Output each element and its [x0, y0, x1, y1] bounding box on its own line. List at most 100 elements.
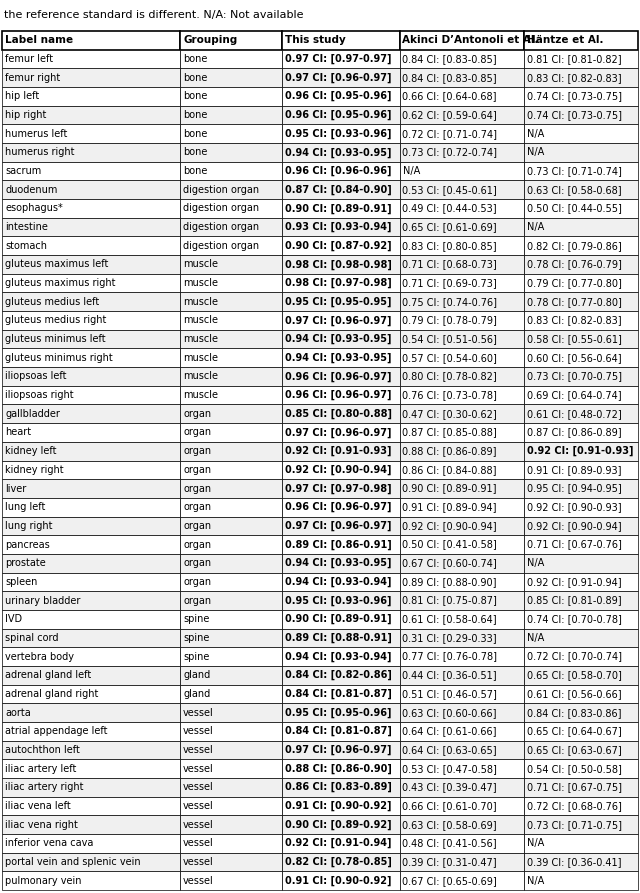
Text: 0.84 CI: [0.83-0.86]: 0.84 CI: [0.83-0.86] [527, 707, 621, 718]
Text: aorta: aorta [5, 707, 31, 718]
Text: muscle: muscle [183, 371, 218, 381]
Text: 0.63 CI: [0.58-0.68]: 0.63 CI: [0.58-0.68] [527, 185, 621, 195]
Bar [399, 853, 524, 872]
Bar [180, 311, 282, 330]
Bar [524, 348, 638, 367]
Bar [180, 237, 282, 255]
Text: 0.39 CI: [0.31-0.47]: 0.39 CI: [0.31-0.47] [403, 857, 497, 867]
Bar [524, 629, 638, 647]
Text: 0.96 CI: [0.96-0.97]: 0.96 CI: [0.96-0.97] [285, 371, 391, 381]
Text: vessel: vessel [183, 726, 214, 736]
Bar [399, 180, 524, 199]
Bar [2, 759, 180, 778]
Bar [399, 237, 524, 255]
Text: 0.94 CI: [0.93-0.94]: 0.94 CI: [0.93-0.94] [285, 577, 391, 587]
Text: 0.71 CI: [0.67-0.75]: 0.71 CI: [0.67-0.75] [527, 782, 621, 792]
Bar [2, 685, 180, 704]
Text: iliac vena right: iliac vena right [5, 820, 78, 830]
Text: Grouping: Grouping [183, 36, 237, 46]
Bar [282, 69, 399, 87]
Bar [399, 348, 524, 367]
Text: iliopsoas right: iliopsoas right [5, 390, 74, 400]
Bar [524, 610, 638, 629]
Text: muscle: muscle [183, 390, 218, 400]
Bar [180, 554, 282, 572]
Text: 0.57 CI: [0.54-0.60]: 0.57 CI: [0.54-0.60] [403, 353, 497, 363]
Text: 0.76 CI: [0.73-0.78]: 0.76 CI: [0.73-0.78] [403, 390, 497, 400]
Text: IVD: IVD [5, 614, 22, 624]
Bar [524, 180, 638, 199]
Bar [2, 124, 180, 143]
Text: 0.31 CI: [0.29-0.33]: 0.31 CI: [0.29-0.33] [403, 633, 497, 643]
Text: 0.89 CI: [0.88-0.91]: 0.89 CI: [0.88-0.91] [285, 633, 392, 643]
Text: muscle: muscle [183, 315, 218, 325]
Bar [2, 666, 180, 685]
Bar [399, 50, 524, 69]
Bar [180, 872, 282, 890]
Bar [524, 50, 638, 69]
Text: spine: spine [183, 633, 209, 643]
Bar [282, 423, 399, 442]
Text: 0.94 CI: [0.93-0.94]: 0.94 CI: [0.93-0.94] [285, 651, 391, 662]
Bar [282, 255, 399, 274]
Text: bone: bone [183, 91, 207, 102]
Text: autochthon left: autochthon left [5, 745, 80, 755]
Bar [2, 180, 180, 199]
Bar [399, 218, 524, 237]
Bar [524, 274, 638, 292]
Text: portal vein and splenic vein: portal vein and splenic vein [5, 857, 141, 867]
Bar [180, 105, 282, 124]
Text: 0.87 CI: [0.84-0.90]: 0.87 CI: [0.84-0.90] [285, 185, 392, 195]
Text: pulmonary vein: pulmonary vein [5, 876, 81, 886]
Text: N/A: N/A [527, 633, 544, 643]
Text: 0.74 CI: [0.70-0.78]: 0.74 CI: [0.70-0.78] [527, 614, 621, 624]
Text: bone: bone [183, 166, 207, 176]
Text: vessel: vessel [183, 876, 214, 886]
Bar [2, 554, 180, 572]
Bar [2, 535, 180, 554]
Text: iliac artery right: iliac artery right [5, 782, 83, 792]
Text: iliopsoas left: iliopsoas left [5, 371, 67, 381]
Bar [399, 480, 524, 498]
Bar [399, 554, 524, 572]
Text: 0.92 CI: [0.90-0.94]: 0.92 CI: [0.90-0.94] [527, 521, 621, 530]
Text: 0.79 CI: [0.77-0.80]: 0.79 CI: [0.77-0.80] [527, 278, 621, 288]
Bar [282, 311, 399, 330]
Text: 0.66 CI: [0.64-0.68]: 0.66 CI: [0.64-0.68] [403, 91, 497, 102]
Bar [180, 591, 282, 610]
Text: 0.91 CI: [0.89-0.94]: 0.91 CI: [0.89-0.94] [403, 502, 497, 513]
Bar [399, 704, 524, 722]
Bar [524, 423, 638, 442]
Text: 0.96 CI: [0.96-0.96]: 0.96 CI: [0.96-0.96] [285, 166, 391, 176]
Bar [399, 722, 524, 740]
Text: kidney right: kidney right [5, 465, 63, 475]
Bar [524, 834, 638, 853]
Bar [282, 180, 399, 199]
Bar [180, 255, 282, 274]
Text: Akinci D’Antonoli et Al.: Akinci D’Antonoli et Al. [403, 36, 539, 46]
Bar [524, 666, 638, 685]
Text: 0.50 CI: [0.41-0.58]: 0.50 CI: [0.41-0.58] [403, 539, 497, 549]
Bar [524, 516, 638, 535]
Bar [399, 405, 524, 423]
Bar [2, 69, 180, 87]
Bar [524, 69, 638, 87]
Bar [180, 535, 282, 554]
Bar [282, 330, 399, 348]
Text: vessel: vessel [183, 857, 214, 867]
Text: 0.49 CI: [0.44-0.53]: 0.49 CI: [0.44-0.53] [403, 204, 497, 213]
Text: 0.51 CI: [0.46-0.57]: 0.51 CI: [0.46-0.57] [403, 689, 497, 699]
Text: 0.84 CI: [0.83-0.85]: 0.84 CI: [0.83-0.85] [403, 72, 497, 83]
Text: 0.98 CI: [0.98-0.98]: 0.98 CI: [0.98-0.98] [285, 259, 392, 270]
Text: 0.48 CI: [0.41-0.56]: 0.48 CI: [0.41-0.56] [403, 839, 497, 848]
Bar [2, 629, 180, 647]
Bar [180, 759, 282, 778]
Text: organ: organ [183, 577, 211, 587]
Text: intestine: intestine [5, 222, 48, 232]
Text: iliac vena left: iliac vena left [5, 801, 71, 811]
Bar [180, 330, 282, 348]
Text: hip left: hip left [5, 91, 39, 102]
Bar [2, 442, 180, 461]
Text: 0.85 CI: [0.80-0.88]: 0.85 CI: [0.80-0.88] [285, 409, 392, 419]
Text: vessel: vessel [183, 764, 214, 773]
